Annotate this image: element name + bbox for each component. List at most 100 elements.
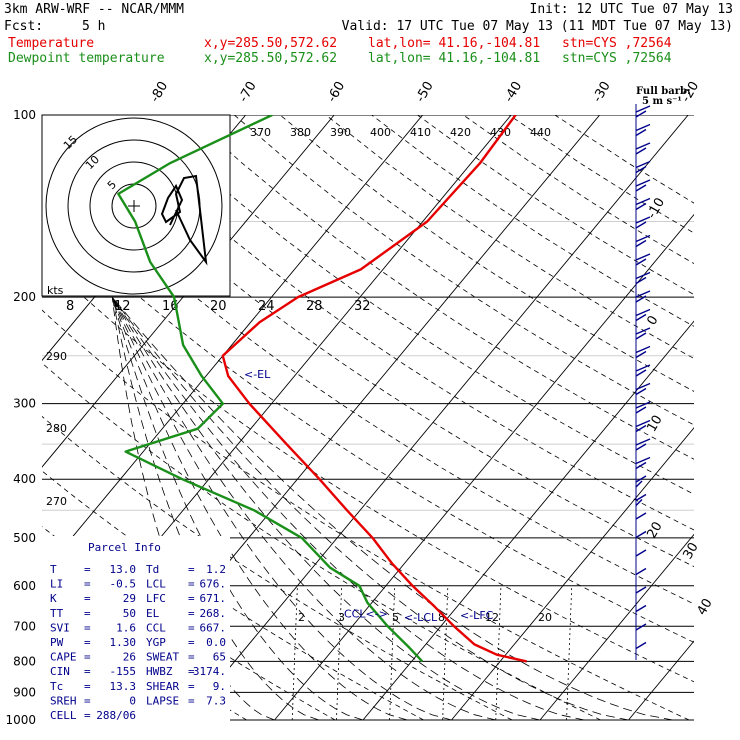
parcel-value: 3174. bbox=[193, 665, 226, 678]
wind-barb-flag bbox=[635, 499, 643, 506]
moist-adiabat bbox=[111, 296, 408, 721]
hodograph-axis-label: 28 bbox=[306, 299, 323, 314]
parcel-value: 288/06 bbox=[96, 709, 136, 722]
theta-label: 410 bbox=[410, 126, 431, 139]
parcel-label: CELL bbox=[50, 709, 77, 722]
dewpoint-legend: Dewpoint temperature bbox=[8, 51, 165, 66]
temperature-xy: x,y=285.50,572.62 bbox=[204, 36, 337, 51]
isotherm-line bbox=[362, 320, 694, 721]
mixing-ratio-line bbox=[291, 585, 298, 721]
moist-adiabat bbox=[111, 296, 496, 721]
wind-barb-flag bbox=[635, 332, 647, 340]
valid-time: Valid: 17 UTC Tue 07 May 13 (11 MDT Tue … bbox=[342, 19, 733, 34]
dewpoint-latlon: lat,lon= 41.16,-104.81 bbox=[368, 51, 540, 66]
moist-adiabat bbox=[111, 296, 629, 721]
moist-adiabat bbox=[111, 296, 585, 721]
parcel-value: -0.5 bbox=[110, 578, 137, 591]
mixing-ratio-label: 12 bbox=[485, 611, 499, 624]
mixing-ratio-line bbox=[442, 585, 449, 721]
parcel-label: Tc bbox=[50, 680, 63, 693]
parcel-eq: = bbox=[84, 607, 91, 620]
parcel-title: Parcel Info bbox=[88, 541, 161, 554]
isotherm-label: 10 bbox=[644, 413, 665, 435]
isotherm-label: -60 bbox=[325, 79, 349, 105]
isotherm-label: 30 bbox=[680, 540, 701, 562]
wind-barb-flag bbox=[635, 369, 647, 377]
parcel-value: 1.30 bbox=[110, 636, 137, 649]
parcel-label: T bbox=[50, 563, 57, 576]
parcel-eq: = bbox=[84, 621, 91, 634]
wind-barb-flag bbox=[635, 443, 647, 451]
temperature-profile bbox=[221, 115, 527, 663]
wind-barb bbox=[635, 438, 651, 446]
parcel-eq: = bbox=[188, 592, 195, 605]
wind-barb bbox=[635, 197, 651, 206]
temperature-stn: stn=CYS ,72564 bbox=[562, 36, 672, 51]
wind-barb bbox=[635, 456, 651, 465]
pressure-tick-label: 200 bbox=[13, 290, 36, 304]
parcel-eq: = bbox=[84, 636, 91, 649]
wind-barb-flag bbox=[635, 258, 647, 266]
mixing-ratio-label: 8 bbox=[438, 611, 445, 624]
parcel-eq: = bbox=[188, 651, 195, 664]
isotherm-line bbox=[451, 427, 694, 721]
isotherm-label: -80 bbox=[148, 79, 172, 105]
dewpoint-profile bbox=[117, 115, 424, 663]
wind-barb bbox=[635, 641, 647, 650]
dry-adiabat bbox=[42, 257, 694, 683]
wind-barb-flag bbox=[635, 165, 647, 174]
mixing-ratio-line bbox=[495, 585, 502, 721]
parcel-eq: = bbox=[84, 665, 91, 678]
parcel-eq: = bbox=[188, 680, 195, 693]
parcel-label: LAPSE bbox=[146, 694, 179, 707]
theta-label: 390 bbox=[330, 126, 351, 139]
parcel-value: -155 bbox=[110, 665, 137, 678]
parcel-label: LCL bbox=[146, 578, 166, 591]
hodograph-axis-label: 12 bbox=[114, 299, 131, 314]
parcel-value: 0.0 bbox=[206, 636, 226, 649]
hodograph-ring bbox=[45, 117, 223, 295]
pressure-tick-label: 800 bbox=[13, 654, 36, 668]
wind-barb-flag bbox=[635, 387, 647, 396]
isotherm-label: -50 bbox=[413, 79, 437, 105]
wind-barb bbox=[635, 586, 647, 594]
parcel-eq: = bbox=[84, 578, 91, 591]
wind-barb-flag bbox=[635, 350, 647, 359]
pressure-tick-label: 700 bbox=[13, 619, 36, 633]
dry-adiabat bbox=[508, 115, 694, 234]
isotherm-label: -30 bbox=[590, 79, 614, 105]
parcel-eq: = bbox=[188, 665, 195, 678]
wind-barb bbox=[635, 142, 651, 150]
wind-barb bbox=[635, 549, 647, 557]
hodograph-units: kts bbox=[47, 284, 64, 297]
wind-barb-flag bbox=[635, 480, 643, 488]
hodograph-trace bbox=[160, 174, 208, 266]
parcel-eq: = bbox=[84, 680, 91, 693]
pressure-tick-label: 500 bbox=[13, 531, 36, 545]
parcel-label: CAPE bbox=[50, 651, 77, 664]
dry-adiabat bbox=[42, 154, 694, 605]
wind-barb bbox=[635, 604, 647, 613]
parcel-value: 671. bbox=[200, 592, 227, 605]
wind-barb bbox=[635, 567, 647, 576]
mixing-ratio-line bbox=[389, 585, 396, 721]
parcel-label: CCL bbox=[146, 621, 166, 634]
wind-barb-flag bbox=[635, 110, 647, 118]
dewpoint-xy: x,y=285.50,572.62 bbox=[204, 51, 337, 66]
wind-barb-flag bbox=[635, 406, 647, 414]
parcel-eq: = bbox=[188, 621, 195, 634]
dry-adiabat bbox=[417, 115, 694, 296]
parcel-label: LFC bbox=[146, 592, 166, 605]
mixing-ratio-label: 20 bbox=[538, 611, 552, 624]
wind-barb-flag bbox=[635, 424, 647, 433]
theta-label: 280 bbox=[46, 422, 67, 435]
pressure-tick-label: 1000 bbox=[5, 713, 36, 727]
level-marker: <-LFC bbox=[460, 609, 494, 622]
wind-barb bbox=[635, 530, 647, 539]
parcel-eq: = bbox=[84, 592, 91, 605]
isotherm-line bbox=[274, 213, 694, 721]
parcel-bg bbox=[42, 536, 230, 732]
wind-barb bbox=[635, 364, 651, 372]
parcel-label: SHEAR bbox=[146, 680, 179, 693]
parcel-eq: = bbox=[188, 578, 195, 591]
